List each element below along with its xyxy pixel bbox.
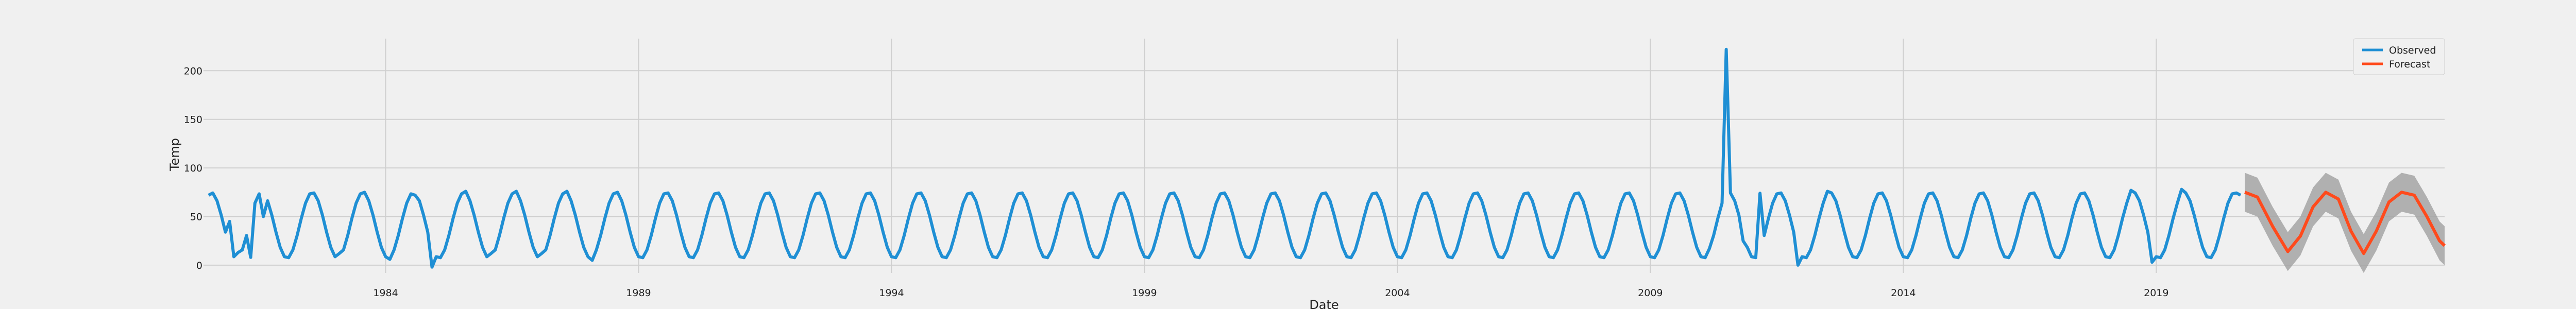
plot-background [204,39,2445,273]
legend-box [2353,38,2445,75]
legend: Observed Forecast [2353,38,2445,75]
x-tick-label: 1989 [626,287,651,299]
x-tick-label: 1984 [373,287,398,299]
x-tick-label: 1994 [879,287,904,299]
forecast-line [2244,191,2446,255]
y-axis-label: Temp [167,138,182,171]
x-tick-label: 2014 [1891,287,1916,299]
y-axis-ticks: 0 50 100 150 200 [184,65,202,271]
legend-label-forecast: Forecast [2389,59,2430,70]
series-lines [208,47,2446,269]
observed-line [208,47,2242,269]
y-tick-label: 200 [184,65,202,77]
y-tick-label: 50 [190,211,202,222]
y-tick-label: 0 [196,260,202,271]
legend-label-observed: Observed [2389,45,2436,56]
x-axis-label: Date [1309,298,1338,309]
x-tick-label: 2019 [2144,287,2168,299]
x-axis-ticks: 1984 1989 1994 1999 2004 2009 2014 2019 [373,287,2168,299]
y-tick-label: 150 [184,114,202,126]
x-tick-label: 1999 [1132,287,1157,299]
x-tick-label: 2009 [1638,287,1663,299]
x-tick-label: 2004 [1385,287,1410,299]
y-tick-label: 100 [184,163,202,174]
